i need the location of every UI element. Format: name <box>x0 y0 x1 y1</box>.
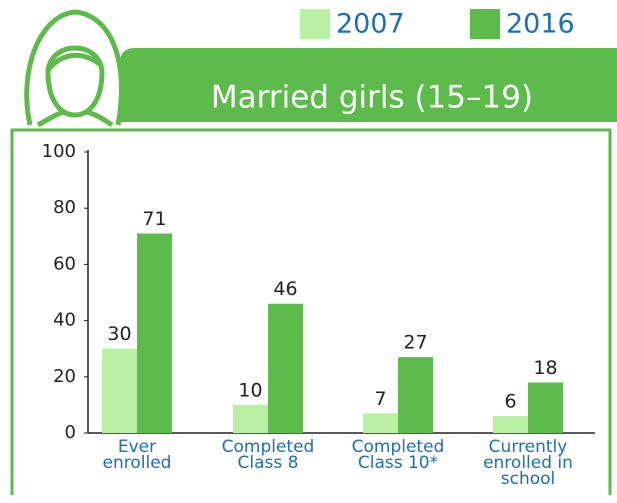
page: Married girls (15–19) 020406080100200720… <box>0 0 617 503</box>
value-label: 46 <box>273 278 297 300</box>
x-tick-label: Completed Class 10* <box>333 439 463 471</box>
y-tick-label: 20 <box>53 366 76 387</box>
y-tick-label: 100 <box>42 141 76 162</box>
bar <box>528 382 563 433</box>
chart-title: Married girls (15–19) <box>211 80 533 116</box>
value-label: 30 <box>107 323 131 345</box>
legend-swatch <box>300 9 330 39</box>
girl-icon <box>27 12 122 125</box>
bar <box>137 233 172 433</box>
value-label: 10 <box>238 379 262 401</box>
bar <box>268 304 303 433</box>
chart: Married girls (15–19) 020406080100200720… <box>0 0 617 503</box>
bar <box>363 413 398 433</box>
value-label: 18 <box>533 357 557 379</box>
bar <box>233 405 268 433</box>
y-tick-label: 40 <box>53 310 76 331</box>
legend-label: 2016 <box>506 9 575 40</box>
bar <box>102 349 137 433</box>
x-tick-label: Completed Class 8 <box>203 439 333 471</box>
legend-swatch <box>470 9 500 39</box>
x-tick-label: Currently enrolled in school <box>463 439 593 487</box>
value-label: 71 <box>142 208 166 230</box>
value-label: 27 <box>403 332 427 354</box>
bar <box>398 357 433 433</box>
x-tick-label: Ever enrolled <box>72 439 202 471</box>
value-label: 6 <box>504 391 516 413</box>
legend-label: 2007 <box>336 9 405 40</box>
bar <box>493 416 528 433</box>
value-label: 7 <box>374 388 386 410</box>
y-tick-label: 80 <box>53 197 76 218</box>
y-tick-label: 60 <box>53 253 76 274</box>
